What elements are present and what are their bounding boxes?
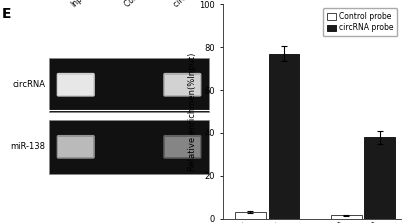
Text: circRNA: circRNA	[12, 80, 45, 89]
Bar	[364, 137, 395, 219]
Text: Input: Input	[70, 0, 90, 9]
Bar	[165, 137, 200, 157]
Y-axis label: Relative enrichmen(%Input): Relative enrichmen(%Input)	[188, 52, 196, 171]
Bar	[58, 137, 93, 157]
FancyBboxPatch shape	[57, 73, 95, 97]
Bar	[165, 74, 200, 95]
Bar	[58, 137, 93, 157]
Bar	[58, 74, 93, 95]
Bar	[165, 137, 200, 157]
Bar	[165, 74, 200, 95]
Bar	[165, 74, 200, 95]
Text: miR-138: miR-138	[10, 142, 45, 151]
Bar	[165, 74, 200, 95]
Bar	[58, 74, 93, 95]
Bar	[165, 74, 200, 95]
Bar	[165, 137, 200, 157]
Bar	[165, 137, 200, 157]
Bar	[58, 74, 93, 95]
Text: E: E	[2, 7, 11, 21]
Bar	[58, 137, 93, 157]
Bar	[49, 58, 209, 112]
Bar	[165, 137, 200, 157]
Bar	[165, 137, 200, 157]
Bar	[165, 137, 200, 157]
FancyBboxPatch shape	[163, 73, 201, 97]
FancyBboxPatch shape	[163, 135, 201, 159]
Bar	[58, 74, 93, 95]
Bar	[58, 74, 93, 95]
Bar	[165, 74, 200, 95]
Bar	[49, 120, 209, 173]
Bar	[58, 74, 93, 95]
Bar	[165, 74, 200, 95]
Bar	[58, 74, 93, 95]
Bar	[58, 74, 93, 95]
Bar	[165, 74, 200, 95]
Bar	[58, 74, 93, 95]
Bar	[58, 137, 93, 157]
Bar	[165, 74, 200, 95]
Bar	[269, 54, 299, 219]
Legend: Control probe, circRNA probe: Control probe, circRNA probe	[323, 8, 397, 36]
FancyBboxPatch shape	[57, 135, 95, 159]
Bar	[165, 137, 200, 157]
Bar	[58, 137, 93, 157]
Bar	[58, 137, 93, 157]
Bar	[58, 137, 93, 157]
Text: circRNA probe: circRNA probe	[172, 0, 219, 9]
Bar	[58, 74, 93, 95]
Bar	[331, 215, 362, 219]
Bar	[165, 74, 200, 95]
Bar	[58, 74, 93, 95]
Bar	[165, 74, 200, 95]
Bar	[165, 137, 200, 157]
Text: Control probe: Control probe	[123, 0, 168, 9]
Bar	[165, 137, 200, 157]
Bar	[165, 74, 200, 95]
Bar	[58, 137, 93, 157]
Bar	[58, 74, 93, 95]
Bar	[165, 137, 200, 157]
Bar	[58, 137, 93, 157]
Bar	[58, 137, 93, 157]
Bar	[58, 137, 93, 157]
Bar	[235, 212, 266, 219]
Bar	[165, 137, 200, 157]
Bar	[58, 137, 93, 157]
